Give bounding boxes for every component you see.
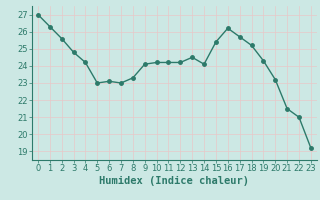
X-axis label: Humidex (Indice chaleur): Humidex (Indice chaleur) [100,176,249,186]
